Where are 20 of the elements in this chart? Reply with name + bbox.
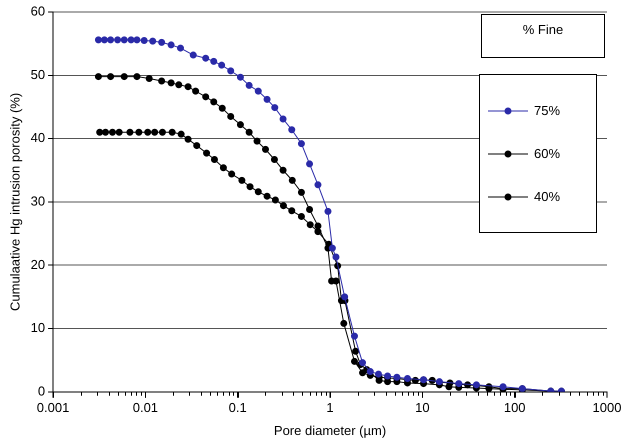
y-tick-label: 30 — [30, 193, 46, 208]
legend-label: 75% — [534, 103, 560, 118]
y-tick-label: 60 — [30, 4, 46, 19]
x-tick-label: 0.1 — [228, 400, 247, 416]
legend-title: % Fine — [481, 14, 605, 58]
y-axis-title: Cumulaative Hg intrusion porosity (%) — [7, 92, 22, 311]
y-tick-label: 0 — [38, 383, 46, 398]
legend-label: 40% — [534, 189, 560, 204]
x-axis-title: Pore diameter (µm) — [274, 422, 386, 438]
legend-label: 60% — [534, 146, 560, 161]
x-tick-label: 0.01 — [132, 400, 158, 416]
y-tick-label: 20 — [30, 256, 46, 272]
x-tick-label: 1000 — [592, 400, 622, 416]
x-tick-label: 1 — [326, 400, 334, 416]
y-tick-label: 50 — [30, 66, 46, 82]
x-tick-label: 100 — [504, 400, 526, 416]
y-tick-label: 40 — [30, 130, 46, 146]
x-tick-label: 10 — [415, 400, 430, 416]
y-tick-label: 10 — [30, 320, 46, 336]
x-tick-label: 0.001 — [36, 400, 70, 416]
